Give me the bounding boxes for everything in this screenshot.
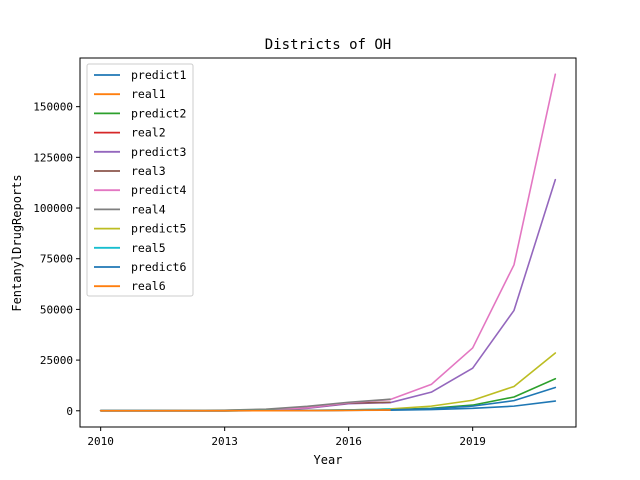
legend-label-predict1: predict1 bbox=[131, 68, 186, 82]
legend-label-predict2: predict2 bbox=[131, 106, 186, 120]
legend-label-real2: real2 bbox=[131, 126, 166, 140]
legend-label-real3: real3 bbox=[131, 164, 166, 178]
legend-label-predict3: predict3 bbox=[131, 145, 186, 159]
x-tick-label: 2010 bbox=[87, 435, 114, 448]
y-tick-label: 0 bbox=[66, 405, 73, 418]
series-layer bbox=[99, 73, 557, 412]
x-tick-label: 2016 bbox=[335, 435, 362, 448]
legend-label-real5: real5 bbox=[131, 241, 166, 255]
legend-label-predict6: predict6 bbox=[131, 260, 186, 274]
x-axis-label: Year bbox=[314, 453, 343, 467]
x-axis-ticks: 2010 2013 2016 2019 bbox=[87, 427, 486, 448]
y-tick-label: 125000 bbox=[33, 151, 73, 164]
legend-frame bbox=[86, 63, 194, 297]
legend-label-predict5: predict5 bbox=[131, 222, 186, 236]
y-tick-label: 50000 bbox=[40, 303, 73, 316]
legend-label-real4: real4 bbox=[131, 202, 166, 216]
legend-label-predict4: predict4 bbox=[131, 183, 186, 197]
y-tick-label: 25000 bbox=[40, 354, 73, 367]
legend: predict1 real1 predict2 real2 predict3 real3 p… bbox=[86, 63, 194, 297]
y-tick-label: 75000 bbox=[40, 253, 73, 266]
y-axis-label: FentanylDrugReports bbox=[10, 174, 24, 311]
y-tick-label: 150000 bbox=[33, 101, 73, 114]
y-axis-ticks: 0 25000 50000 75000 100000 125000 150000 bbox=[33, 101, 80, 418]
x-tick-label: 2019 bbox=[459, 435, 486, 448]
legend-label-real1: real1 bbox=[131, 87, 166, 101]
y-tick-label: 100000 bbox=[33, 202, 73, 215]
chart-title: Districts of OH bbox=[265, 37, 391, 53]
series-line-real6 bbox=[99, 409, 391, 412]
plot-frame bbox=[79, 57, 577, 428]
legend-label-real6: real6 bbox=[131, 279, 166, 293]
x-tick-label: 2013 bbox=[211, 435, 238, 448]
